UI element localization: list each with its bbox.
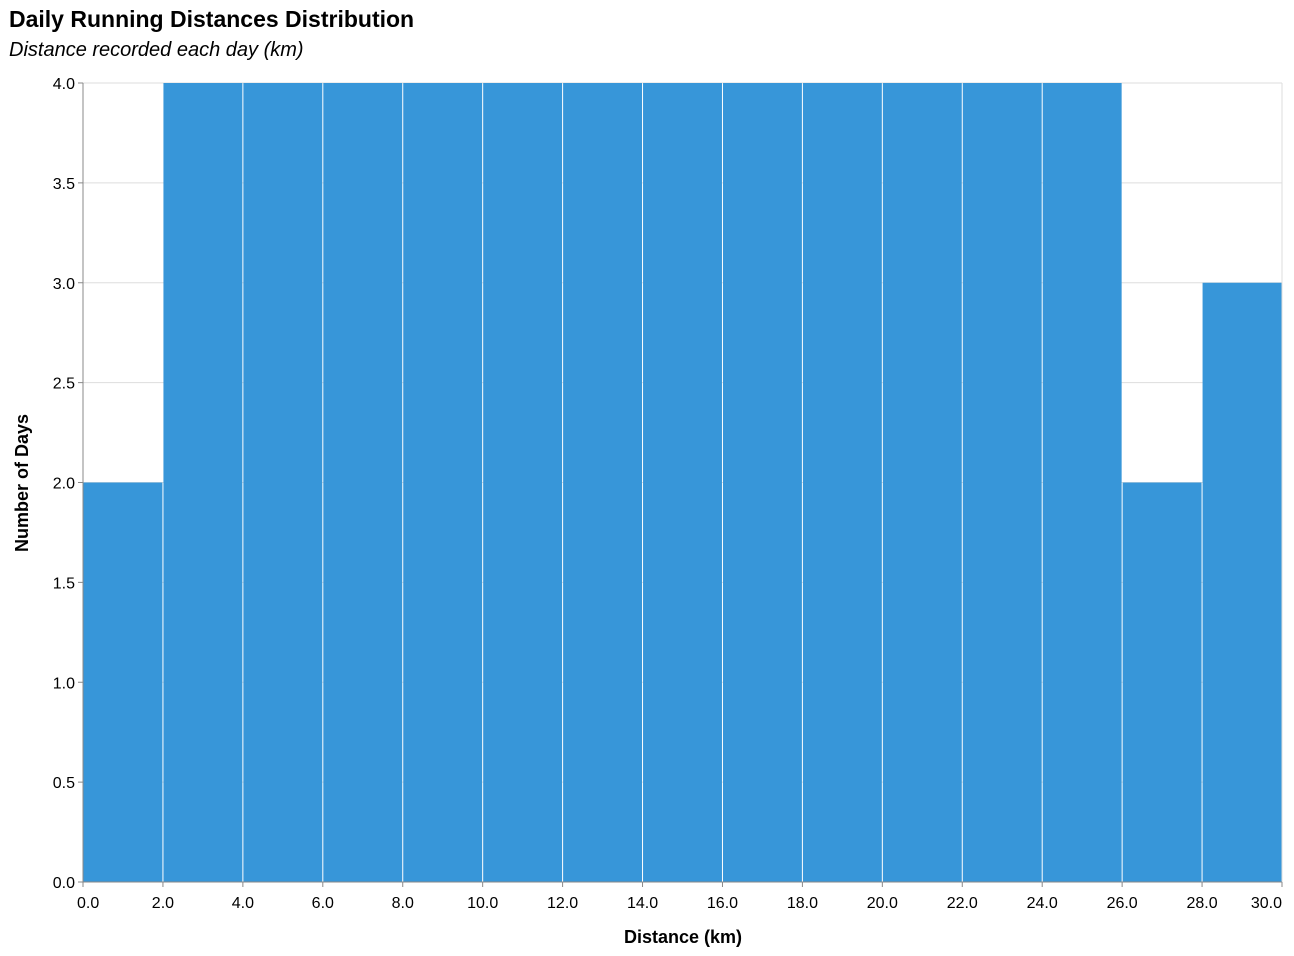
histogram-bar [643,83,722,882]
x-tick-label: 12.0 [547,895,578,912]
x-tick-label: 18.0 [787,895,818,912]
x-tick-label: 0.0 [77,895,99,912]
x-tick-label: 6.0 [312,895,334,912]
y-tick-label: 0.0 [53,875,75,892]
x-tick-label: 30.0 [1251,895,1282,912]
x-tick-label: 22.0 [947,895,978,912]
histogram-bar [243,83,323,882]
chart-title: Daily Running Distances Distribution [9,6,415,32]
y-tick-label: 3.0 [53,276,75,293]
axes: 0.0 0.5 1.0 1.5 2.0 2.5 3.0 3.5 4.0 0.0 2.0 4.0 6.0 8… [53,76,1283,912]
y-axis-title: Number of Days [12,414,32,552]
chart-subtitle: Distance recorded each day (km) [9,39,304,61]
histogram-bar [483,83,563,882]
histogram-bar [1042,83,1122,882]
x-axis-title: Distance (km) [624,927,742,947]
histogram-bar [403,83,483,882]
bars [83,83,1282,882]
x-tick-label: 14.0 [627,895,658,912]
histogram-bar [83,482,163,882]
y-tick-label: 3.5 [53,176,75,193]
x-tick-label: 8.0 [392,895,414,912]
x-tick-label: 10.0 [467,895,498,912]
x-tick-label: 26.0 [1107,895,1138,912]
x-tick-label: 24.0 [1027,895,1058,912]
y-tick-label: 4.0 [53,76,75,93]
histogram-bar [323,83,403,882]
y-tick-label: 1.0 [53,675,75,692]
x-tick-label: 28.0 [1186,895,1217,912]
y-tick-label: 2.0 [53,476,75,493]
histogram-bar [563,83,643,882]
y-tick-label: 2.5 [53,376,75,393]
histogram-bar [722,83,802,882]
histogram-bar [1122,482,1202,882]
x-tick-label: 20.0 [867,895,898,912]
y-tick-label: 0.5 [53,775,75,792]
x-tick-label: 16.0 [707,895,738,912]
histogram-bar [163,83,243,882]
histogram-bar [882,83,962,882]
histogram-bar [802,83,882,882]
x-tick-label: 4.0 [232,895,254,912]
histogram-bar [962,83,1042,882]
x-tick-label: 2.0 [152,895,174,912]
y-tick-label: 1.5 [53,575,75,592]
histogram-bar [1202,282,1282,882]
